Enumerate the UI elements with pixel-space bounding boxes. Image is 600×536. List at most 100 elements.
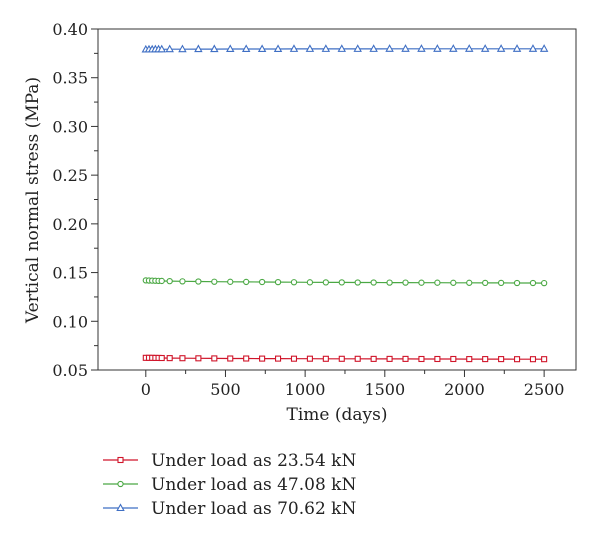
data-point (227, 278, 234, 285)
data-point (465, 44, 474, 52)
data-point (338, 279, 345, 286)
legend-item: Under load as 23.54 kN (103, 451, 356, 471)
data-point (305, 44, 315, 52)
x-axis-label: Time (days) (287, 405, 388, 425)
data-point (211, 278, 218, 285)
data-point (386, 355, 393, 362)
data-point (482, 279, 489, 287)
y-tick-label: 0.30 (52, 117, 88, 136)
y-axis-label: Vertical normal stress (MPa) (23, 77, 43, 324)
data-point (178, 44, 187, 53)
data-point (166, 277, 173, 285)
data-point (211, 355, 218, 362)
data-point (290, 279, 298, 286)
data-point (402, 279, 409, 286)
data-point (195, 355, 202, 362)
data-point (433, 44, 442, 52)
y-tick-label: 0.20 (52, 215, 88, 234)
y-axis: 0.05 0.10 0.15 0.20 0.25 0.30 0.35 0.40 (52, 20, 98, 380)
data-point (116, 503, 125, 512)
data-point (466, 356, 473, 363)
x-tick-label: 2500 (524, 380, 565, 399)
data-point (528, 44, 538, 52)
data-point (273, 44, 283, 53)
data-point (157, 44, 166, 53)
data-point (402, 355, 409, 362)
y-tick-label: 0.10 (52, 312, 88, 331)
legend-item: Under load as 47.08 kN (103, 475, 356, 495)
legend: Under load as 23.54 kN Under load as 47.0… (103, 451, 356, 519)
data-point (337, 44, 347, 52)
x-tick-label: 2000 (444, 380, 485, 399)
data-point (243, 355, 250, 362)
legend-label: Under load as 47.08 kN (151, 475, 356, 495)
data-point (289, 44, 299, 52)
x-tick-label: 1500 (364, 380, 405, 399)
data-point (513, 356, 521, 363)
data-point (385, 44, 394, 52)
data-point (158, 277, 165, 285)
data-point (496, 44, 506, 52)
series-1 (142, 354, 548, 363)
y-tick-label: 0.40 (52, 20, 88, 39)
data-point (369, 44, 378, 52)
data-point (417, 44, 426, 52)
data-point (450, 355, 457, 363)
data-point (401, 44, 410, 52)
data-point (259, 355, 266, 362)
data-point (512, 44, 522, 52)
data-point (354, 279, 361, 286)
data-point (243, 278, 250, 286)
x-tick-label: 1000 (285, 380, 326, 399)
y-tick-label: 0.05 (52, 361, 88, 380)
data-point (306, 355, 313, 362)
x-tick-label: 0 (141, 380, 151, 399)
data-point (117, 456, 124, 464)
data-point (386, 279, 393, 286)
data-point (179, 278, 186, 285)
data-point (338, 355, 345, 362)
data-point (290, 355, 298, 362)
data-point (353, 44, 362, 52)
data-point (529, 279, 537, 287)
data-point (418, 279, 425, 286)
data-point (258, 278, 266, 286)
data-point (322, 355, 329, 362)
data-point (306, 279, 314, 286)
data-point (540, 279, 548, 287)
y-tick-label: 0.15 (52, 264, 88, 283)
series-layer (141, 44, 549, 363)
data-point (241, 44, 251, 53)
legend-label: Under load as 70.62 kN (151, 499, 356, 519)
data-point (434, 279, 441, 286)
data-point (274, 355, 282, 362)
data-point (497, 279, 505, 287)
data-point (541, 356, 548, 363)
data-point (257, 44, 267, 53)
data-point (210, 44, 219, 53)
data-point (322, 279, 329, 286)
data-point (498, 356, 505, 363)
data-point (166, 355, 173, 362)
y-tick-label: 0.35 (52, 69, 88, 88)
data-point (195, 278, 202, 285)
data-point (450, 279, 457, 286)
data-point (449, 44, 458, 52)
data-point (466, 279, 473, 286)
data-point (117, 480, 124, 488)
legend-item: Under load as 70.62 kN (103, 499, 356, 519)
x-axis: 0 500 1000 1500 2000 2500 (141, 370, 565, 399)
series-2 (142, 277, 548, 287)
x-tick-label: 500 (210, 380, 241, 399)
plot-frame (97, 28, 577, 371)
data-point (370, 355, 377, 362)
data-point (480, 44, 490, 52)
data-point (529, 356, 537, 363)
legend-label: Under load as 23.54 kN (151, 451, 356, 471)
data-point (194, 44, 203, 53)
data-point (226, 44, 235, 53)
data-point (418, 355, 425, 363)
series-3 (141, 44, 549, 53)
data-point (370, 279, 377, 286)
